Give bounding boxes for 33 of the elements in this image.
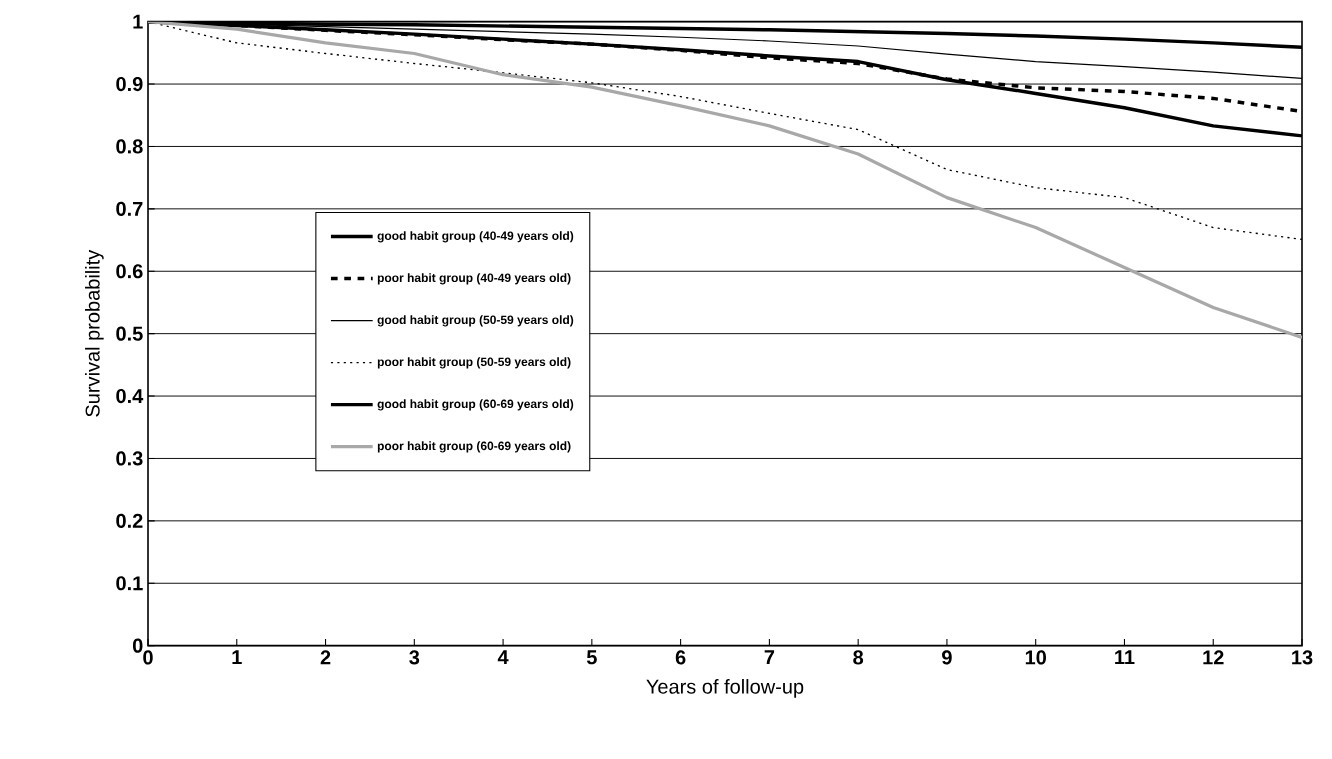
legend-label: poor habit group (60-69 years old) xyxy=(377,441,571,453)
y-tick-label: 0.9 xyxy=(116,76,143,92)
y-tick-label: 0.5 xyxy=(116,326,143,341)
legend-label: poor habit group (50-59 years old) xyxy=(377,357,571,369)
x-tick-label: 3 xyxy=(409,650,420,665)
y-tick-label: 1 xyxy=(133,14,143,29)
y-tick-label: 0.6 xyxy=(116,264,143,279)
x-tick-label: 2 xyxy=(320,650,331,665)
x-tick-label: 1 xyxy=(232,650,242,665)
y-tick-label: 0.3 xyxy=(116,451,143,466)
y-tick-label: 0.2 xyxy=(116,513,143,528)
x-tick-label: 4 xyxy=(497,650,509,665)
y-axis-title: Survival probability xyxy=(85,249,104,417)
x-tick-label: 9 xyxy=(942,650,952,665)
x-tick-label: 12 xyxy=(1203,650,1224,665)
x-tick-label: 11 xyxy=(1115,650,1135,665)
x-tick-label: 5 xyxy=(586,650,597,665)
y-tick-label: 0.8 xyxy=(116,139,143,154)
y-tick-label: 0.7 xyxy=(116,201,143,216)
x-tick-label: 13 xyxy=(1292,650,1313,665)
x-tick-label: 7 xyxy=(764,650,775,665)
legend-label: good habit group (40-49 years old) xyxy=(377,231,574,243)
y-tick-label: 0 xyxy=(132,638,143,653)
y-tick-label: 0.1 xyxy=(116,576,143,591)
legend-label: poor habit group (40-49 years old) xyxy=(377,273,571,285)
x-tick-label: 8 xyxy=(853,650,864,665)
x-tick-label: 10 xyxy=(1025,650,1046,665)
legend-label: good habit group (50-59 years old) xyxy=(377,315,574,327)
x-tick-label: 6 xyxy=(675,650,686,665)
x-axis-title: Years of follow-up xyxy=(646,679,804,698)
legend-label: good habit group (60-69 years old) xyxy=(377,399,574,411)
y-tick-label: 0.4 xyxy=(116,388,144,404)
x-tick-label: 0 xyxy=(143,650,153,665)
